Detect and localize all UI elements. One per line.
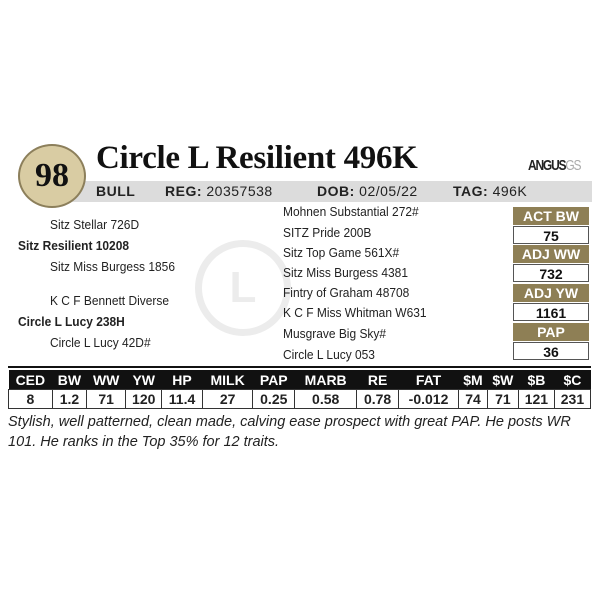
epd-header: WW [86,370,126,390]
pedigree-dam-sire: K C F Bennett Diverse [50,293,169,308]
pedigree-ancestor: Musgrave Big Sky# [283,326,387,341]
epd-header: $M [458,370,488,390]
circle-l-watermark-icon: L [195,240,291,336]
pedigree-ancestor: Sitz Miss Burgess 4381 [283,265,408,280]
stat-value: 1161 [513,303,589,321]
pedigree-ancestor: Sitz Top Game 561X# [283,245,400,260]
epd-header: PAP [252,370,295,390]
epd-value: 27 [201,389,254,409]
divider [8,366,591,368]
animal-name: Circle L Resilient 496K [96,140,418,176]
pedigree-ancestor: SITZ Pride 200B [283,225,372,240]
stat-value: 36 [513,342,589,360]
epd-value: 121 [517,389,555,409]
pedigree-ancestor: K C F Miss Whitman W631 [283,305,427,320]
stat-label: ADJ YW [513,284,589,302]
epd-header: HP [161,370,203,390]
epd-value: 8 [8,389,53,409]
epd-value: 0.25 [252,389,296,409]
pedigree-sire-sire: Sitz Stellar 726D [50,217,140,232]
pedigree-dam: Circle L Lucy 238H [18,314,125,329]
pedigree-ancestor: Mohnen Substantial 272# [283,204,419,219]
epd-header: CED [8,370,53,390]
sex: BULL [96,183,136,199]
reg-label: REG: [165,183,202,199]
lot-comment: Stylish, well patterned, clean made, cal… [8,414,571,450]
epd-value: 11.4 [161,389,203,409]
dob-label: DOB: [317,183,355,199]
epd-header: BW [52,370,87,390]
lot-number: 98 [18,144,86,208]
epd-value: 0.58 [294,389,358,409]
epd-value: 71 [486,389,519,409]
reg-number: 20357538 [206,183,273,199]
pedigree-dam-dam: Circle L Lucy 42D# [50,335,151,350]
epd-header: $W [487,370,519,390]
stat-value: 732 [513,264,589,282]
epd-table: CED BW WW YW HP MILK PAP MARB RE FAT $M $W $B $C 8 1.2… [8,370,592,409]
epd-value: 1.2 [51,389,88,409]
epd-header: RE [356,370,399,390]
pedigree-sire: Sitz Resilient 10208 [18,238,130,253]
epd-header: FAT [398,370,459,390]
epd-value-row: 8 1.2 71 120 11.4 27 0.25 0.58 0.78 -0.012 74 71 121… [8,389,592,409]
stat-label: ADJ WW [513,245,589,263]
pedigree-ancestor: Circle L Lucy 053 [283,347,375,362]
dob: 02/05/22 [359,183,418,199]
pedigree-ancestor: Fintry of Graham 48708 [283,285,410,300]
tag: 496K [492,183,528,199]
tag-label: TAG: [453,183,489,199]
epd-value: 71 [86,389,127,409]
epd-header: MILK [202,370,253,390]
epd-header-row: CED BW WW YW HP MILK PAP MARB RE FAT $M $W $B $C [8,370,591,390]
epd-value: -0.012 [397,389,460,409]
pedigree-sire-dam: Sitz Miss Burgess 1856 [50,259,175,274]
stat-label: PAP [513,323,589,341]
epd-header: $B [518,370,555,390]
epd-header: YW [125,370,162,390]
epd-value: 120 [125,389,163,409]
epd-value: 0.78 [356,389,399,409]
epd-value: 231 [553,389,592,409]
info-bar: BULL REG: 20357538 DOB: 02/05/22 TAG: 49… [70,181,592,202]
stat-label: ACT BW [513,207,589,225]
angus-gs-logo: ANGUSGS [528,157,581,174]
epd-header: $C [554,370,591,390]
stat-value: 75 [513,226,589,244]
epd-header: MARB [294,370,357,390]
epd-value: 74 [458,389,488,409]
